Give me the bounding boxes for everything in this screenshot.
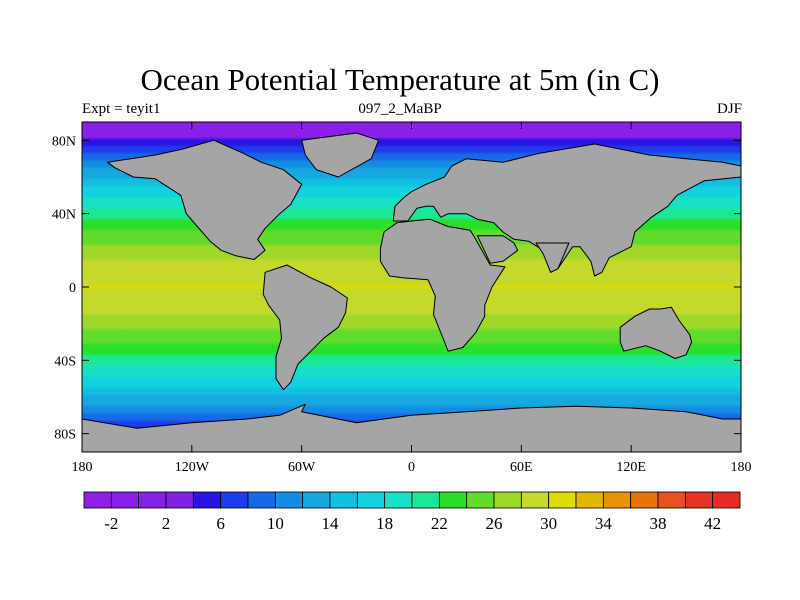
- lat-tick-label: 40S: [54, 354, 76, 369]
- lon-tick-label: 120E: [616, 460, 646, 475]
- lat-tick-label: 80S: [54, 428, 76, 443]
- landmass-arabia: [476, 235, 519, 264]
- lon-tick-label: 180: [72, 460, 93, 475]
- plot-title: Ocean Potential Temperature at 5m (in C): [140, 62, 660, 97]
- lon-tick-label: 180: [731, 460, 752, 475]
- lon-tick-label: 60E: [510, 460, 533, 475]
- experiment-label: Expt = teyit1: [82, 101, 161, 117]
- landmass-eurasia: [392, 143, 741, 277]
- lat-tick-label: 80N: [52, 134, 76, 149]
- season-label: DJF: [716, 101, 742, 117]
- landmass-australia: [619, 306, 693, 359]
- lat-tick-label: 40N: [52, 208, 76, 223]
- lon-tick-label: 120W: [175, 460, 210, 475]
- lon-tick-label: 0: [408, 460, 415, 475]
- lon-tick-label: 60W: [288, 460, 316, 475]
- landmass-india: [535, 242, 570, 273]
- lat-tick-label: 0: [69, 281, 76, 296]
- landmass-africa: [379, 218, 506, 352]
- landmass-north-america: [107, 139, 303, 260]
- landmass-greenland: [301, 132, 380, 178]
- landmass-south-america: [262, 264, 348, 391]
- landmass-antarctica: [82, 403, 741, 452]
- time-slice-label: 097_2_MaBP: [358, 101, 442, 117]
